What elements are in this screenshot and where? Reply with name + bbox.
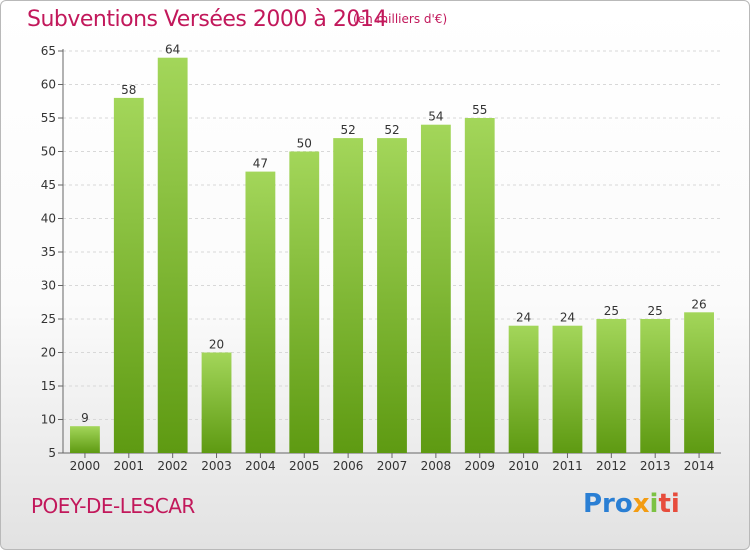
x-tick-label: 2013: [640, 459, 671, 473]
bar-value-label: 50: [297, 137, 312, 151]
chart-title: Subventions Versées 2000 à 2014: [27, 7, 387, 32]
bar-value-label: 64: [165, 43, 180, 57]
bar: [552, 325, 583, 453]
x-tick-label: 2003: [201, 459, 232, 473]
bar-value-label: 9: [81, 411, 89, 425]
y-tick-label: 55: [41, 111, 56, 125]
x-tick-label: 2000: [70, 459, 101, 473]
x-tick-label: 2007: [377, 459, 408, 473]
bar-value-label: 58: [121, 83, 136, 97]
x-tick-label: 2002: [157, 459, 188, 473]
bar-value-label: 26: [691, 297, 706, 311]
y-tick-label: 15: [41, 379, 56, 393]
commune-name: POEY-DE-LESCAR: [31, 494, 195, 518]
bar: [640, 319, 671, 453]
bar-value-label: 20: [209, 338, 224, 352]
x-tick-label: 2012: [596, 459, 627, 473]
logo-part-1: Pro: [583, 489, 633, 519]
x-tick-label: 2004: [245, 459, 276, 473]
x-tick-label: 2001: [114, 459, 145, 473]
logo-part-4: ti: [658, 489, 680, 519]
bar-value-label: 47: [253, 157, 268, 171]
bar: [157, 57, 188, 453]
bar: [684, 312, 714, 453]
label-layer: 9 58 64 20 47 50 52 52 54 55 24 24 25 25 26: [81, 43, 707, 426]
bar-value-label: 25: [648, 304, 663, 318]
logo-part-3: i: [649, 489, 659, 519]
y-tick-label: 60: [41, 78, 56, 92]
y-tick-label: 30: [41, 279, 56, 293]
bar: [113, 97, 144, 454]
bar: [201, 352, 232, 453]
x-tick-label: 2009: [464, 459, 495, 473]
y-tick-label: 40: [41, 212, 56, 226]
bar: [289, 151, 320, 453]
bar-value-label: 24: [516, 311, 531, 325]
bar-value-label: 54: [428, 110, 443, 124]
bar: [245, 171, 276, 453]
bar-value-label: 52: [340, 123, 355, 137]
y-tick-label: 20: [41, 346, 56, 360]
y-tick-label: 50: [41, 145, 56, 159]
y-tick-label: 25: [41, 312, 56, 326]
y-tick-label: 35: [41, 245, 56, 259]
chart-subtitle: (en milliers d'€): [353, 12, 448, 26]
bar: [596, 319, 627, 453]
bar-layer: [70, 57, 714, 454]
x-tick-label: 2008: [421, 459, 452, 473]
proxiti-logo: Proxiti: [583, 489, 680, 519]
bar: [508, 325, 539, 453]
bar: [464, 118, 495, 453]
bar-value-label: 24: [560, 311, 575, 325]
x-tick-label: 2010: [508, 459, 539, 473]
x-tick-label: 2006: [333, 459, 364, 473]
x-tick-label: 2014: [684, 459, 715, 473]
bar: [70, 426, 100, 453]
y-tick-label: 10: [41, 413, 56, 427]
x-tick-label: 2005: [289, 459, 320, 473]
bar: [333, 138, 364, 453]
bar: [377, 138, 407, 453]
logo-part-2: x: [632, 489, 650, 519]
bar-value-label: 25: [604, 304, 619, 318]
y-tick-label: 5: [48, 446, 56, 460]
y-tick-label: 65: [41, 44, 56, 58]
bar-value-label: 55: [472, 103, 487, 117]
y-tick-label: 45: [41, 178, 56, 192]
axis-layer: 5 10 15 20 25 30 35 40 45 50 55 60 65 2000 2001 2002 200…: [41, 44, 721, 473]
bar: [420, 124, 451, 453]
x-tick-label: 2011: [552, 459, 583, 473]
bar-value-label: 52: [384, 123, 399, 137]
